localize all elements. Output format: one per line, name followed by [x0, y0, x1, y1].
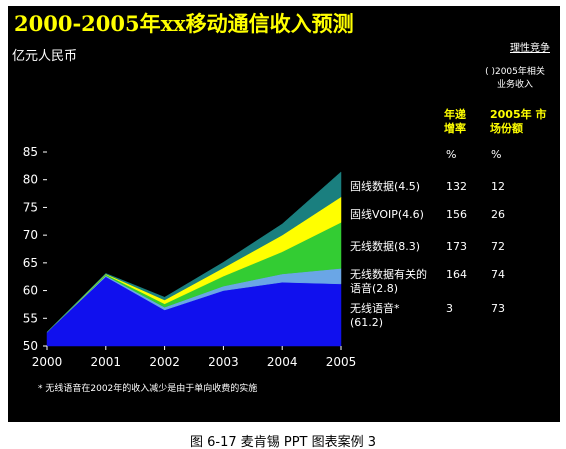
growth-rate: 173: [446, 240, 467, 253]
growth-rate: 156: [446, 208, 467, 221]
chart-title: 2000-2005年xx移动通信收入预测: [14, 11, 354, 36]
y-tick-label: 85: [23, 145, 38, 159]
x-tick-label: 2004: [267, 355, 298, 369]
y-tick-label: 50: [23, 339, 38, 353]
legend-label: 无线数据(8.3): [350, 240, 421, 253]
area: [46, 171, 342, 333]
market-share: 73: [491, 302, 505, 315]
side-note-text: ( )2005年相关业务收入: [485, 67, 545, 90]
legend-label: 固线数据(4.5): [350, 180, 421, 193]
x-tick-label: 2000: [32, 355, 63, 369]
market-share: 72: [491, 240, 505, 253]
y-tick-label: 75: [23, 200, 38, 214]
x-tick-label: 2001: [91, 355, 122, 369]
y-tick-label: 65: [23, 256, 38, 270]
growth-header: 年递增率: [444, 108, 466, 135]
growth-rate: 3: [446, 302, 453, 315]
growth-rate: 132: [446, 180, 467, 193]
market-share: 26: [491, 208, 505, 221]
legend-label: 无线语音*(61.2): [350, 302, 400, 329]
growth-rate: 164: [446, 268, 467, 281]
caption: 图 6-17 麦肯锡 PPT 图表案例 3: [189, 435, 377, 449]
y-tick-label: 70: [23, 228, 38, 242]
x-tick-label: 2005: [326, 355, 357, 369]
footnote: * 无线语音在2002年的收入减少是由于单向收费的实施: [38, 384, 258, 394]
x-tick-label: 2003: [208, 355, 239, 369]
market-share: 74: [491, 268, 505, 281]
y-tick-label: 80: [23, 173, 38, 187]
side-note-title: 理性竞争: [510, 43, 550, 54]
x-tick-label: 2002: [149, 355, 180, 369]
y-axis-label: 亿元人民币: [12, 49, 78, 64]
legend-label: 无线数据有关的语音(2.8): [350, 268, 427, 295]
legend-label: 固线VOIP(4.6): [350, 208, 424, 221]
y-tick-label: 60: [23, 284, 38, 298]
y-tick-label: 55: [23, 311, 38, 325]
share-header: 2005年 市场份额: [490, 108, 547, 135]
share-unit: %: [491, 148, 502, 161]
slide: [8, 6, 560, 422]
market-share: 12: [491, 180, 505, 193]
growth-unit: %: [446, 148, 457, 161]
